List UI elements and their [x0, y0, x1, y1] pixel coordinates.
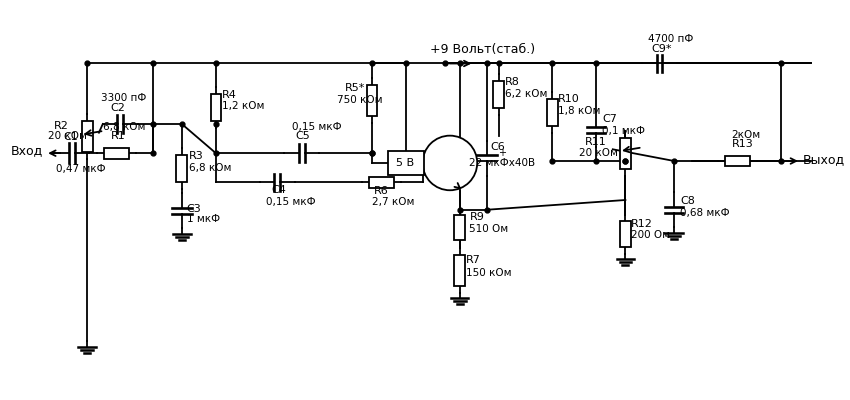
Text: R12: R12 — [632, 219, 653, 229]
Text: 0,15 мкФ: 0,15 мкФ — [265, 197, 315, 207]
Text: R13: R13 — [732, 139, 753, 149]
Bar — [82, 121, 93, 152]
Bar — [547, 98, 558, 126]
Text: Вход: Вход — [11, 144, 43, 157]
Bar — [454, 255, 465, 286]
Text: 6,8 кОм: 6,8 кОм — [189, 163, 231, 173]
Text: 4700 пФ: 4700 пФ — [648, 34, 694, 44]
Text: R3: R3 — [189, 151, 203, 161]
Text: 3300 пФ: 3300 пФ — [101, 94, 146, 104]
Text: 0,47 мкФ: 0,47 мкФ — [56, 164, 105, 174]
Bar — [211, 94, 221, 121]
Text: R6: R6 — [374, 186, 388, 196]
Text: 5 В: 5 В — [396, 158, 415, 168]
Text: 2кОм: 2кОм — [732, 130, 761, 140]
Text: 0,1 мкФ: 0,1 мкФ — [602, 126, 645, 136]
Text: +: + — [498, 148, 506, 158]
Text: 150 кОм: 150 кОм — [466, 268, 511, 278]
Bar — [454, 215, 465, 240]
Text: R7: R7 — [466, 255, 480, 265]
Bar — [493, 81, 504, 108]
Text: 510 Ом: 510 Ом — [469, 224, 508, 234]
Text: 20 кОм: 20 кОм — [579, 148, 617, 158]
Text: C7: C7 — [602, 114, 617, 124]
Text: R4: R4 — [222, 90, 236, 100]
Bar — [620, 222, 631, 247]
Bar — [177, 155, 187, 182]
Text: C6: C6 — [490, 142, 505, 152]
Text: 0,15 мкФ: 0,15 мкФ — [292, 122, 342, 132]
Text: 20 кОм: 20 кОм — [48, 132, 87, 142]
Text: 1 мкФ: 1 мкФ — [187, 214, 220, 224]
Text: 0,68 мкФ: 0,68 мкФ — [680, 208, 729, 218]
Circle shape — [422, 136, 477, 190]
Bar — [369, 177, 394, 188]
Text: R10: R10 — [558, 94, 580, 104]
Text: C1: C1 — [64, 132, 78, 142]
Text: 22 мкФх40В: 22 мкФх40В — [469, 158, 536, 168]
Text: R1: R1 — [110, 130, 125, 140]
Text: R9: R9 — [469, 212, 484, 222]
Text: C4: C4 — [271, 185, 286, 195]
Text: 1,8 кОм: 1,8 кОм — [558, 106, 600, 116]
Text: Выход: Выход — [803, 153, 845, 166]
Text: C8: C8 — [680, 196, 695, 206]
Text: C2: C2 — [110, 103, 126, 113]
Text: 6,8 кОм: 6,8 кОм — [103, 122, 145, 132]
Text: 6,2 кОм: 6,2 кОм — [505, 88, 547, 98]
Text: C5: C5 — [296, 132, 310, 142]
Text: R5*: R5* — [344, 83, 365, 93]
Text: C9*: C9* — [652, 44, 672, 54]
Text: 1,2 кОм: 1,2 кОм — [222, 101, 264, 111]
Bar — [388, 151, 423, 175]
Text: R8: R8 — [505, 77, 519, 87]
Bar — [725, 156, 751, 166]
Text: 750 кОм: 750 кОм — [337, 96, 382, 106]
Text: +9 Вольт(стаб.): +9 Вольт(стаб.) — [430, 43, 536, 56]
Text: R11: R11 — [585, 137, 606, 147]
Text: C3: C3 — [187, 204, 201, 214]
Text: 2,7 кОм: 2,7 кОм — [372, 197, 414, 207]
Text: 200 Ом: 200 Ом — [632, 230, 671, 240]
Bar — [366, 85, 377, 116]
Text: R2: R2 — [54, 121, 69, 131]
Bar — [104, 148, 129, 158]
Bar — [620, 138, 631, 169]
